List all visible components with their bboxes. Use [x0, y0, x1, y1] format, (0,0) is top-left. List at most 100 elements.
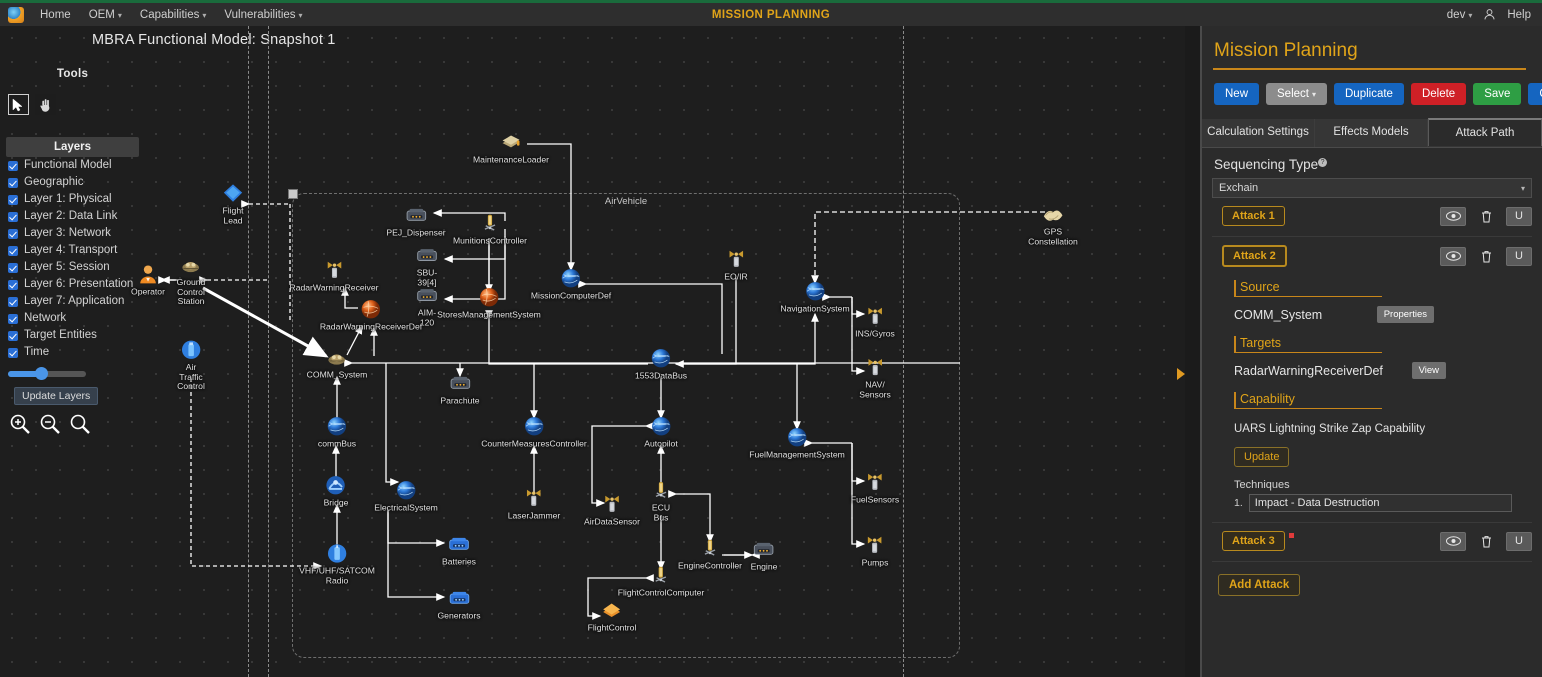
layer-checkbox[interactable] [8, 313, 18, 324]
node-engine[interactable]: Engine [751, 538, 777, 572]
calculate-button[interactable]: Calculate [1528, 83, 1542, 105]
layer-row-functional-model[interactable]: Functional Model [0, 157, 145, 174]
select-dropdown-button[interactable]: Select ▾ [1266, 83, 1327, 105]
node-flightcontrolcomputer[interactable]: FlightControlComputer [618, 564, 704, 598]
node-radarwarningreceiverdef[interactable]: RadarWarningReceiverDef [320, 298, 422, 332]
node-eoir[interactable]: EO/IR [724, 248, 748, 282]
layer-checkbox[interactable] [8, 296, 18, 307]
eye-icon[interactable] [1440, 531, 1466, 551]
node-bridge[interactable]: Bridge [324, 474, 348, 508]
node-aim120[interactable]: AIM- 120 [416, 285, 438, 328]
source-properties-button[interactable]: Properties [1376, 306, 1434, 323]
node-pejdispenser[interactable]: PEJ_Dispenser [386, 204, 446, 238]
node-groundcontrolstation[interactable]: Ground Control Station [177, 254, 205, 307]
node-airdatasensor[interactable]: AirDataSensor [584, 493, 640, 527]
trash-icon[interactable] [1473, 247, 1499, 266]
trash-icon[interactable] [1473, 207, 1499, 226]
node-operator[interactable]: Operator [131, 263, 165, 297]
layer-checkbox[interactable] [8, 262, 18, 273]
node-storesmanagementsystem[interactable]: StoresManagementSystem [437, 286, 541, 320]
target-view-button[interactable]: View [1411, 362, 1446, 379]
help-link[interactable]: Help [1502, 5, 1536, 25]
node-pumps[interactable]: Pumps [862, 534, 888, 568]
node-enginecontroller[interactable]: EngineController [678, 537, 742, 571]
node-commsystem[interactable]: COMM_System [307, 346, 367, 380]
eye-icon[interactable] [1440, 246, 1466, 266]
layer-checkbox[interactable] [8, 245, 18, 256]
app-logo-icon[interactable] [8, 6, 24, 23]
layer-row-layer-5-session[interactable]: Layer 5: Session [0, 259, 145, 276]
sequencing-type-select[interactable]: Exchain ▾ [1212, 178, 1532, 198]
nav-item-vulnerabilities[interactable]: Vulnerabilities ▾ [215, 5, 311, 25]
new-button[interactable]: New [1214, 83, 1260, 105]
node-airtrafficcontrol[interactable]: Air Traffic Control [177, 339, 205, 392]
time-slider-knob[interactable] [35, 367, 48, 380]
layer-checkbox[interactable] [8, 177, 18, 188]
group-resize-handle[interactable] [288, 189, 298, 199]
layer-checkbox[interactable] [8, 330, 18, 341]
hand-icon[interactable] [35, 94, 56, 115]
node-countermeasurescontroller[interactable]: CounterMeasuresController [481, 415, 587, 449]
layer-checkbox[interactable] [8, 279, 18, 290]
node-1553databus[interactable]: 1553DataBus [635, 347, 687, 381]
node-maintenanceloader[interactable]: MaintenanceLoader [473, 131, 549, 165]
node-fuelmanagementsystem[interactable]: FuelManagementSystem [749, 426, 845, 460]
layer-checkbox[interactable] [8, 228, 18, 239]
node-parachute[interactable]: Parachute [440, 372, 480, 406]
update-attack-button-1[interactable]: U [1506, 206, 1532, 226]
user-menu[interactable]: dev ▾ [1442, 5, 1478, 25]
node-batteries[interactable]: Batteries [442, 533, 476, 567]
layer-row-layer-6-presentation[interactable]: Layer 6: Presentation [0, 276, 145, 293]
update-attack-button-2[interactable]: U [1506, 246, 1532, 266]
node-electricalsystem[interactable]: ElectricalSystem [374, 479, 438, 513]
node-missioncomputerdef[interactable]: MissionComputerDef [531, 267, 611, 301]
layer-checkbox[interactable] [8, 211, 18, 222]
node-navigationsystem[interactable]: NavigationSystem [780, 280, 850, 314]
zoom-search-icon[interactable] [69, 413, 91, 435]
attack-tag-1[interactable]: Attack 1 [1222, 206, 1285, 226]
tab-attack-path[interactable]: Attack Path [1428, 118, 1542, 146]
node-vhfuhfsatcomradio[interactable]: VHF/UHF/SATCOM Radio [299, 543, 375, 586]
help-circle-icon[interactable]: ? [1318, 157, 1328, 167]
time-slider[interactable] [8, 367, 137, 381]
layer-row-geographic[interactable]: Geographic [0, 174, 145, 191]
nav-item-capabilities[interactable]: Capabilities ▾ [131, 5, 215, 25]
update-attack-button-3[interactable]: U [1506, 531, 1532, 551]
tab-calculation-settings[interactable]: Calculation Settings [1202, 119, 1315, 147]
add-attack-button[interactable]: Add Attack [1218, 574, 1301, 596]
update-layers-button[interactable]: Update Layers [14, 387, 99, 405]
collapse-panel-arrow-icon[interactable] [1173, 364, 1185, 384]
node-commbus[interactable]: commBus [318, 415, 356, 449]
node-munitionscontroller[interactable]: MunitionsController [453, 212, 527, 246]
cursor-arrow-icon[interactable] [8, 94, 29, 115]
node-flightlead[interactable]: Flight Lead [222, 183, 244, 226]
zoom-in-icon[interactable] [9, 413, 31, 435]
node-fuelsensors[interactable]: FuelSensors [851, 471, 899, 505]
attack-tag-3[interactable]: Attack 3 [1222, 531, 1285, 551]
node-sbu39[interactable]: SBU- 39[4] [416, 245, 438, 288]
user-account-icon[interactable] [1483, 8, 1496, 21]
layer-row-target-entities[interactable]: Target Entities [0, 327, 145, 344]
update-capability-button[interactable]: Update [1234, 447, 1290, 467]
layer-row-layer-1-physical[interactable]: Layer 1: Physical [0, 191, 145, 208]
node-generators[interactable]: Generators [438, 587, 481, 621]
node-autopilot[interactable]: Autopilot [644, 415, 678, 449]
layer-row-layer-4-transport[interactable]: Layer 4: Transport [0, 242, 145, 259]
tab-effects-models[interactable]: Effects Models [1315, 119, 1428, 147]
layer-checkbox[interactable] [8, 160, 18, 171]
node-gpsconstellation[interactable]: GPS Constellation [1028, 204, 1078, 247]
zoom-out-icon[interactable] [39, 413, 61, 435]
node-navsensors[interactable]: NAV/ Sensors [859, 357, 891, 400]
node-insgyros[interactable]: INS/Gyros [855, 305, 895, 339]
node-laserjammer[interactable]: LaserJammer [508, 487, 560, 521]
technique-input-1[interactable] [1248, 494, 1512, 512]
duplicate-button[interactable]: Duplicate [1334, 83, 1404, 105]
eye-icon[interactable] [1440, 206, 1466, 226]
layer-checkbox[interactable] [8, 194, 18, 205]
attack-tag-2[interactable]: Attack 2 [1222, 245, 1287, 267]
save-button[interactable]: Save [1473, 83, 1522, 105]
layer-row-layer-2-data-link[interactable]: Layer 2: Data Link [0, 208, 145, 225]
layer-row-network[interactable]: Network [0, 310, 145, 327]
node-ecubus[interactable]: ECU Bus [650, 480, 672, 523]
nav-item-oem[interactable]: OEM ▾ [80, 5, 131, 25]
